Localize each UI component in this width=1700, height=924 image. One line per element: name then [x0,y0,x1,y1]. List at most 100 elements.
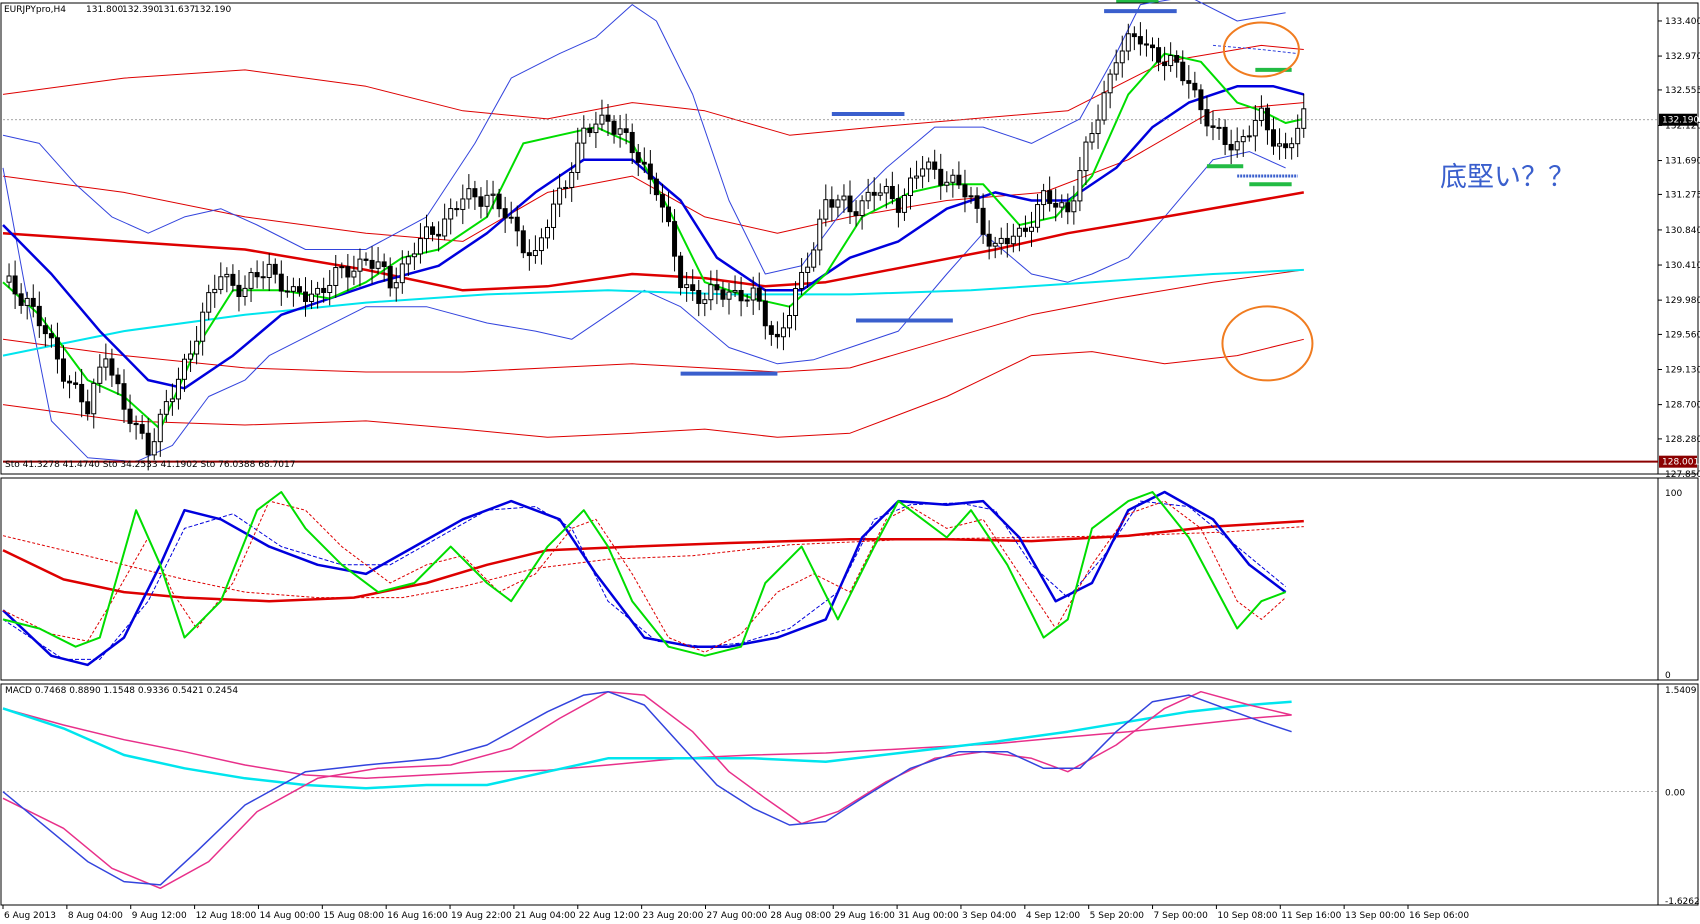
candle-body [1162,61,1168,67]
price-axis-label: 128.700 [1665,401,1700,411]
stochastic-axis-label: 0 [1665,671,1671,681]
candle-body [1065,202,1071,213]
sma-mid-line [2,85,1305,390]
candle-body [436,233,442,237]
candle-body [799,271,805,290]
candle-body [1107,73,1113,94]
candle-body [206,292,212,313]
ohlc-low: 131.637 [158,5,195,15]
candle [357,248,363,287]
candle [79,368,85,418]
candle [1095,104,1101,149]
candle [938,153,944,200]
candle [333,254,339,298]
time-axis-label: 13 Sep 00:00 [1345,911,1405,921]
candle-body [780,327,786,338]
candle [30,284,36,318]
macd-label: MACD 0.7468 0.8890 1.1548 0.9336 0.5421 … [5,686,238,696]
candle [61,345,66,389]
candle [1010,223,1016,253]
macd-axis-label: 1.5409 [1665,686,1697,696]
candle-body [720,289,726,300]
candle-body [926,161,932,170]
candle-body [466,188,472,200]
candle [992,236,998,259]
candle-body [109,358,115,376]
candle-body [139,424,145,434]
candle-body [641,161,647,165]
candle [1216,117,1222,140]
candle [303,277,308,317]
candle-body [18,293,24,306]
time-axis-label: 10 Sep 08:00 [1217,911,1277,921]
candle-body [1271,129,1276,147]
candle [260,261,266,290]
candle [1210,110,1216,141]
sma-fast-line [2,52,1305,431]
candle [726,282,732,315]
candle [1192,71,1198,98]
candle-body [526,252,532,257]
candle [490,180,496,210]
candle [411,242,417,270]
candle-body [345,266,351,278]
time-axis-label: 12 Aug 18:00 [196,911,257,921]
candle [756,272,762,311]
candle [835,194,841,218]
candle-body [417,238,423,255]
candle-body [974,195,980,209]
candle [1107,69,1113,109]
candle-body [315,287,321,295]
candle-body [1113,62,1119,75]
candle-body [726,291,732,300]
candle-body [1119,50,1125,64]
candle [369,246,375,284]
candle-body [79,383,85,403]
candle-body [115,374,121,385]
candle [611,115,617,144]
candle-body [986,233,992,247]
candle-body [702,299,708,304]
ohlc-open: 131.800 [86,5,123,15]
price-axis-label: 133.400 [1665,17,1700,27]
candle-body [635,152,641,163]
candle-body [242,287,248,297]
candle-body [490,193,496,196]
candle-body [611,120,617,135]
candle [405,250,411,276]
candle [817,209,823,266]
candle-body [575,142,581,173]
stochastic-fast-main-line [2,491,1286,657]
candle-body [188,353,194,360]
macd-pane [0,683,1699,906]
candle [563,180,569,199]
candle-body [405,256,411,265]
time-axis-label: 16 Sep 06:00 [1409,911,1469,921]
candle-body [841,195,847,201]
candle [841,184,847,213]
candle-body [442,218,448,237]
candle [1113,49,1119,81]
candle [1035,194,1041,233]
candle [121,369,127,423]
stochastic-fast-signal-line [2,500,1286,653]
candle-body [254,272,260,278]
candle [248,267,254,303]
candle-body [865,191,871,202]
time-axis-label: 27 Aug 00:00 [707,911,768,921]
candle [417,223,423,264]
candle [175,367,181,410]
candle-body [551,203,557,228]
candle-body [895,198,901,213]
candle-body [908,177,913,197]
candle-body [557,187,563,205]
candle [551,189,557,240]
candle [702,292,708,317]
candle [732,275,738,297]
candle [127,394,133,433]
candle [224,267,230,293]
candle-body [484,194,490,207]
candle-body [653,178,659,196]
candle-body [1053,202,1059,208]
